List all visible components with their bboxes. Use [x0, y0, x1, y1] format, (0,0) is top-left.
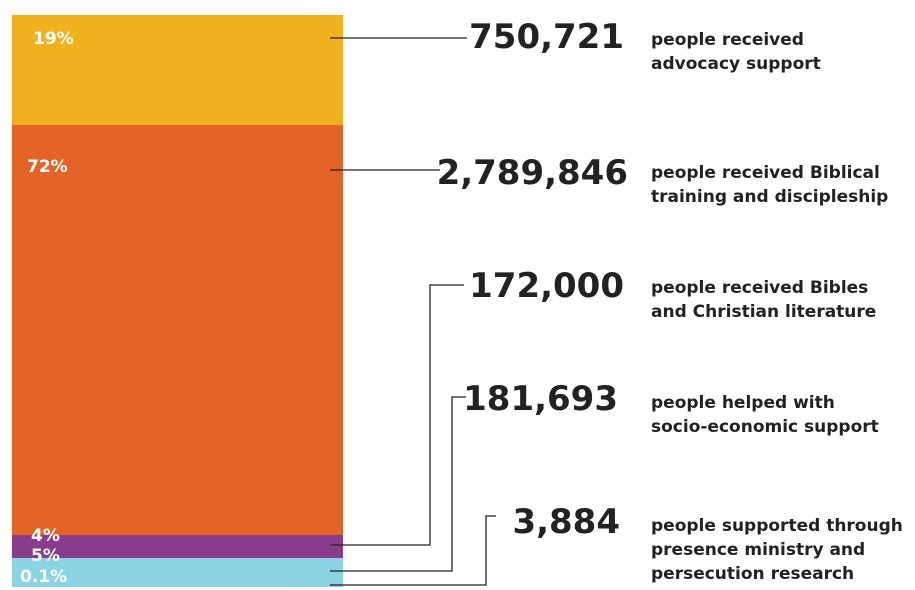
description-3: people received Bibles and Christian lite… [651, 278, 876, 322]
description-line: people received Bibles [651, 278, 868, 298]
description-5: people supported through presence ministr… [651, 516, 903, 584]
count-value-2: 2,789,846 [437, 153, 628, 193]
description-line: presence ministry and [651, 540, 865, 560]
description-line: socio-economic support [651, 417, 879, 437]
bar-segment-1 [12, 15, 343, 125]
leader-line-5 [330, 515, 496, 586]
percent-label-5: 0.1% [20, 567, 67, 587]
description-2: people received Biblical training and dis… [651, 163, 888, 207]
percent-label-4: 5% [31, 546, 60, 566]
description-line: persecution research [651, 564, 854, 584]
leader-line-3 [330, 284, 464, 546]
description-4: people helped with socio-economic support [651, 393, 879, 437]
percent-label-3: 4% [31, 526, 60, 546]
bar-segment-3 [12, 535, 343, 558]
bar-segment-4 [12, 558, 343, 587]
count-value-3: 172,000 [469, 266, 624, 306]
description-line: people received Biblical [651, 163, 880, 183]
bar-segment-2 [12, 125, 343, 535]
description-line: advocacy support [651, 54, 821, 74]
description-line: and Christian literature [651, 302, 876, 322]
description-line: people supported through [651, 516, 903, 536]
percent-label-1: 19% [33, 29, 74, 49]
percent-label-2: 72% [27, 157, 68, 177]
description-line: training and discipleship [651, 187, 888, 207]
description-line: people received [651, 30, 804, 50]
count-value-1: 750,721 [469, 17, 624, 57]
description-line: people helped with [651, 393, 835, 413]
leader-line-4 [330, 396, 466, 572]
count-value-5: 3,884 [512, 502, 620, 542]
count-value-4: 181,693 [463, 379, 618, 419]
description-1: people received advocacy support [651, 30, 821, 74]
bar-segment-5 [12, 586, 343, 587]
